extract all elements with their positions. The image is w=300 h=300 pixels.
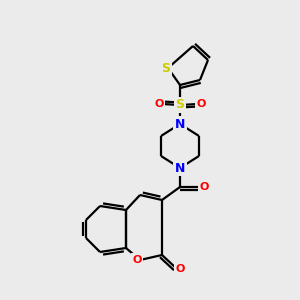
Text: O: O xyxy=(199,182,209,192)
Text: N: N xyxy=(175,118,185,130)
Text: O: O xyxy=(196,99,206,109)
Text: S: S xyxy=(161,61,170,74)
Text: S: S xyxy=(176,98,184,112)
Text: O: O xyxy=(132,255,142,265)
Text: N: N xyxy=(175,161,185,175)
Text: O: O xyxy=(175,264,185,274)
Text: O: O xyxy=(154,99,164,109)
